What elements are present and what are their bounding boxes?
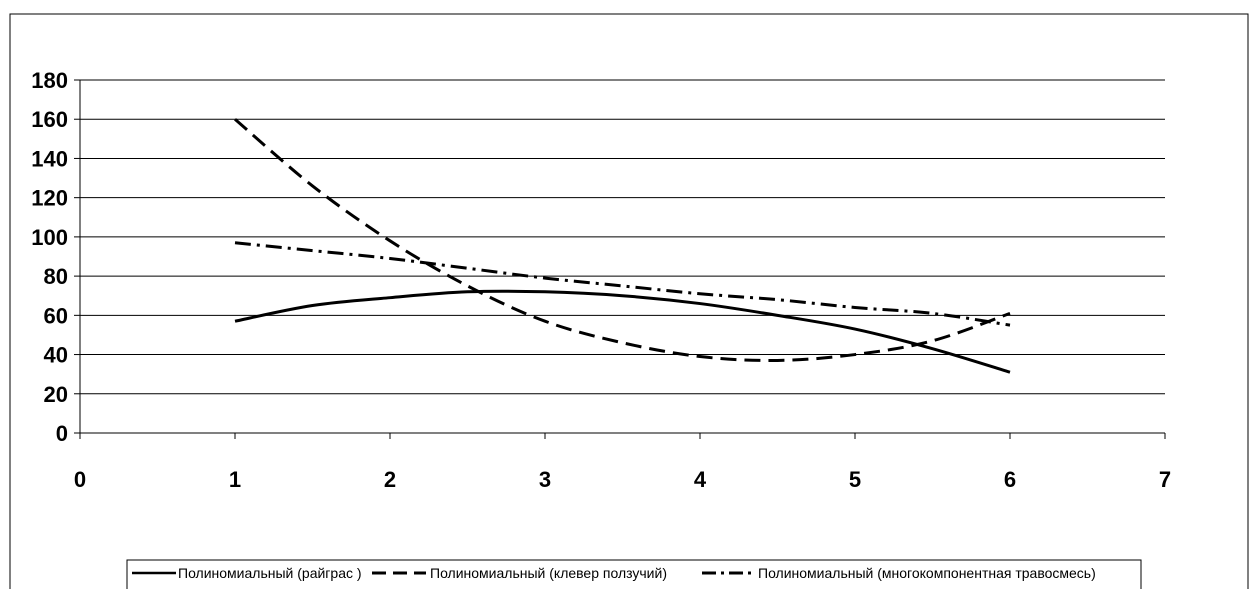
ytick-label-20: 20 — [44, 382, 68, 407]
legend-box — [126, 559, 1142, 593]
ytick-label-60: 60 — [44, 303, 68, 328]
series-line-3 — [234, 241, 1011, 327]
chart-border — [9, 13, 1249, 594]
xtick-label-7: 7 — [1159, 467, 1171, 492]
legend-label-series-1: Полиномиальный (райграс ) — [178, 565, 362, 581]
xtick-label-4: 4 — [694, 467, 707, 492]
ytick-label-180: 180 — [31, 68, 68, 93]
xtick-label-6: 6 — [1004, 467, 1016, 492]
xtick-label-0: 0 — [74, 467, 86, 492]
series-line-2 — [234, 118, 1011, 362]
series-line-1 — [234, 289, 1011, 374]
ytick-label-160: 160 — [31, 107, 68, 132]
ytick-label-120: 120 — [31, 186, 68, 211]
ytick-label-140: 140 — [31, 146, 68, 171]
ytick-label-0: 0 — [56, 421, 68, 446]
legend: Полиномиальный (райграс ) Полиномиальный… — [126, 559, 1142, 593]
xtick-label-5: 5 — [849, 467, 861, 492]
axes: 0 20 40 60 80 100 120 140 160 180 0 1 2 3 4 5 6 7 — [31, 68, 1171, 492]
legend-label-series-3: Полиномиальный (многокомпонентная травос… — [758, 565, 1096, 581]
ytick-label-80: 80 — [44, 264, 68, 289]
xtick-label-2: 2 — [384, 467, 396, 492]
xtick-label-1: 1 — [229, 467, 241, 492]
ytick-label-100: 100 — [31, 225, 68, 250]
legend-label-series-2: Полиномиальный (клевер ползучий) — [430, 565, 667, 581]
series-lines — [234, 118, 1011, 374]
ytick-label-40: 40 — [44, 343, 68, 368]
xtick-label-3: 3 — [539, 467, 551, 492]
